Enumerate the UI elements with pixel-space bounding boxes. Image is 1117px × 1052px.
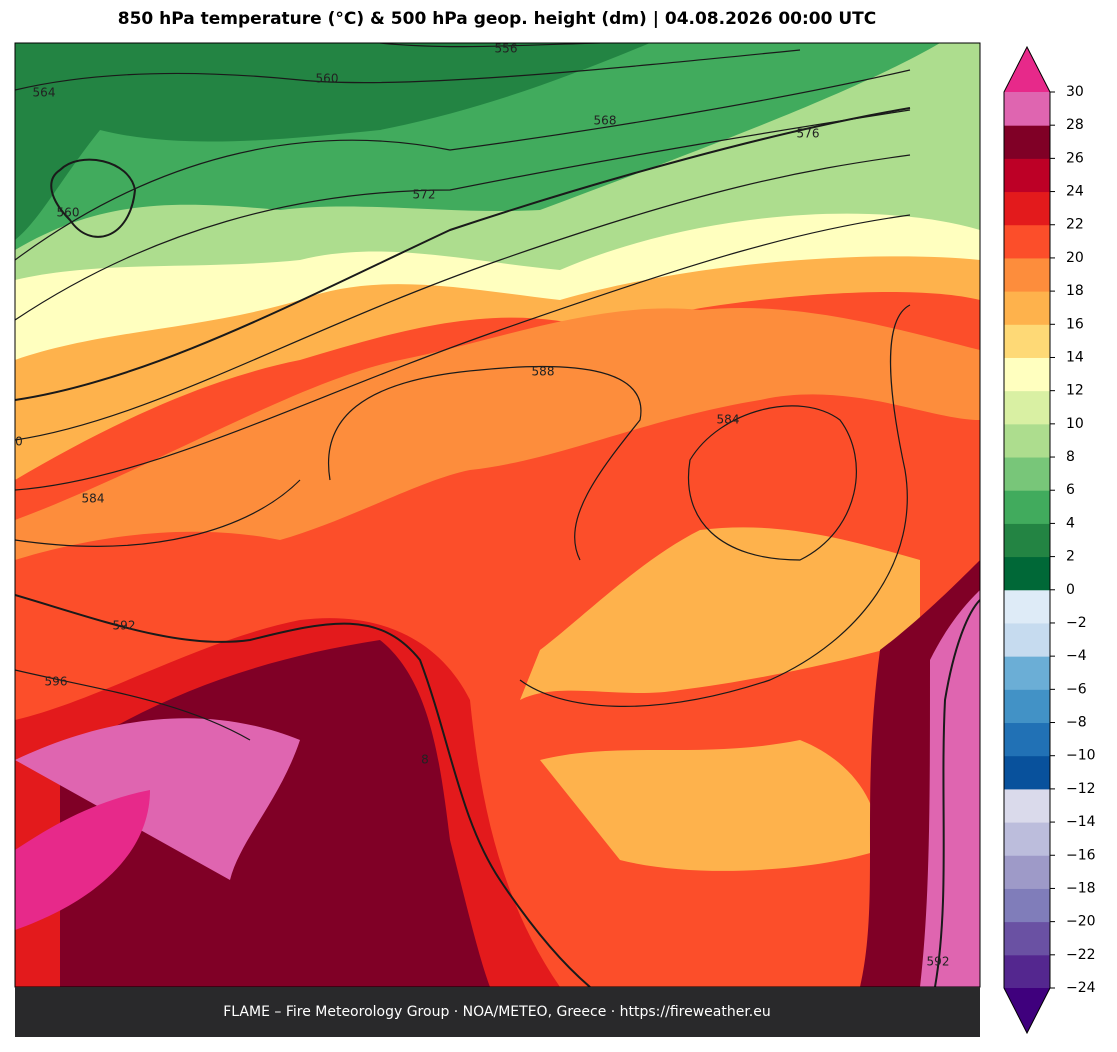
colorbar-band xyxy=(1004,490,1050,524)
colorbar-band xyxy=(1004,622,1050,657)
colorbar-band xyxy=(1004,191,1050,226)
colorbar-tick-label: 14 xyxy=(1066,349,1084,365)
colorbar-tick-label: −12 xyxy=(1066,781,1096,797)
footer-text: FLAME – Fire Meteorology Group · NOA/MET… xyxy=(223,1004,771,1020)
footer-bar xyxy=(15,987,980,1037)
colorbar-band xyxy=(1004,457,1050,491)
colorbar-band xyxy=(1004,689,1050,724)
colorbar-tick-label: 10 xyxy=(1066,416,1084,432)
colorbar-band xyxy=(1004,423,1050,458)
colorbar-tick-label: −10 xyxy=(1066,748,1096,764)
colorbar-band xyxy=(1004,257,1050,292)
colorbar-tick-label: 30 xyxy=(1066,84,1084,100)
contour-label: 588 xyxy=(532,365,555,379)
colorbar-band xyxy=(1004,656,1050,690)
contour-label: 584 xyxy=(82,492,105,506)
colorbar-band xyxy=(1004,224,1050,259)
colorbar-tick-label: 28 xyxy=(1066,117,1084,133)
colorbar-tick-label: −2 xyxy=(1066,615,1087,631)
contour-label: 568 xyxy=(594,114,617,128)
colorbar-tick-label: −8 xyxy=(1066,715,1087,731)
colorbar-tick-label: 12 xyxy=(1066,383,1084,399)
colorbar-tick-label: −4 xyxy=(1066,648,1087,664)
colorbar-tick-label: 8 xyxy=(1066,449,1075,465)
contour-label: 584 xyxy=(717,413,740,427)
contour-label: 556 xyxy=(495,42,518,56)
colorbar-tick-label: 26 xyxy=(1066,150,1084,166)
colorbar-tick-label: 20 xyxy=(1066,250,1084,266)
colorbar-tick-label: −22 xyxy=(1066,947,1096,963)
colorbar-band xyxy=(1004,523,1050,558)
colorbar-band xyxy=(1004,888,1050,923)
colorbar: −24−22−20−18−16−14−12−10−8−6−4−202468101… xyxy=(1003,45,1096,1035)
colorbar-tick-label: −14 xyxy=(1066,814,1096,830)
map-title: 850 hPa temperature (°C) & 500 hPa geop.… xyxy=(118,9,877,29)
map: 556 560 564 560 568 572 576 0 584 588 584 592 596 8 59… xyxy=(14,42,981,1037)
colorbar-band xyxy=(1004,291,1050,325)
colorbar-band xyxy=(1004,921,1050,956)
colorbar-band xyxy=(1004,954,1050,989)
colorbar-tick-label: 22 xyxy=(1066,217,1084,233)
colorbar-tick-label: −6 xyxy=(1066,681,1087,697)
contour-label: 8 xyxy=(421,753,429,767)
colorbar-band xyxy=(1004,855,1050,889)
colorbar-tick-label: 6 xyxy=(1066,482,1075,498)
contour-label: 564 xyxy=(33,86,56,100)
contour-labels: 556 560 564 560 568 572 576 0 584 588 584 592 596 8 59… xyxy=(15,42,949,969)
colorbar-band xyxy=(1004,125,1050,159)
colorbar-over xyxy=(1004,47,1050,92)
colorbar-band xyxy=(1004,390,1050,425)
contour-label: 0 xyxy=(15,435,23,449)
colorbar-under xyxy=(1004,988,1050,1033)
colorbar-band xyxy=(1004,556,1050,591)
colorbar-tick-label: 4 xyxy=(1066,515,1075,531)
colorbar-band xyxy=(1004,589,1050,624)
colorbar-band xyxy=(1004,822,1050,856)
colorbar-tick-label: 0 xyxy=(1066,582,1075,598)
colorbar-band xyxy=(1004,788,1050,823)
contour-label: 560 xyxy=(57,206,80,220)
contour-label: 596 xyxy=(45,675,68,689)
colorbar-tick-label: 24 xyxy=(1066,184,1084,200)
colorbar-tick-label: −18 xyxy=(1066,880,1096,896)
contour-label: 576 xyxy=(797,127,820,141)
colorbar-tick-label: −24 xyxy=(1066,980,1096,996)
colorbar-tick-label: 2 xyxy=(1066,549,1075,565)
colorbar-band xyxy=(1004,158,1050,193)
colorbar-band xyxy=(1004,324,1050,358)
colorbar-band xyxy=(1004,755,1050,790)
colorbar-tick-label: −20 xyxy=(1066,914,1096,930)
contour-label: 560 xyxy=(316,72,339,86)
contour-label: 592 xyxy=(113,619,136,633)
colorbar-band xyxy=(1004,722,1050,757)
colorbar-band xyxy=(1004,357,1050,392)
contour-label: 592 xyxy=(927,955,950,969)
colorbar-tick-label: 18 xyxy=(1066,283,1084,299)
contour-label: 572 xyxy=(413,188,436,202)
colorbar-tick-label: −16 xyxy=(1066,847,1096,863)
colorbar-tick-label: 16 xyxy=(1066,316,1084,332)
colorbar-band xyxy=(1004,92,1050,126)
